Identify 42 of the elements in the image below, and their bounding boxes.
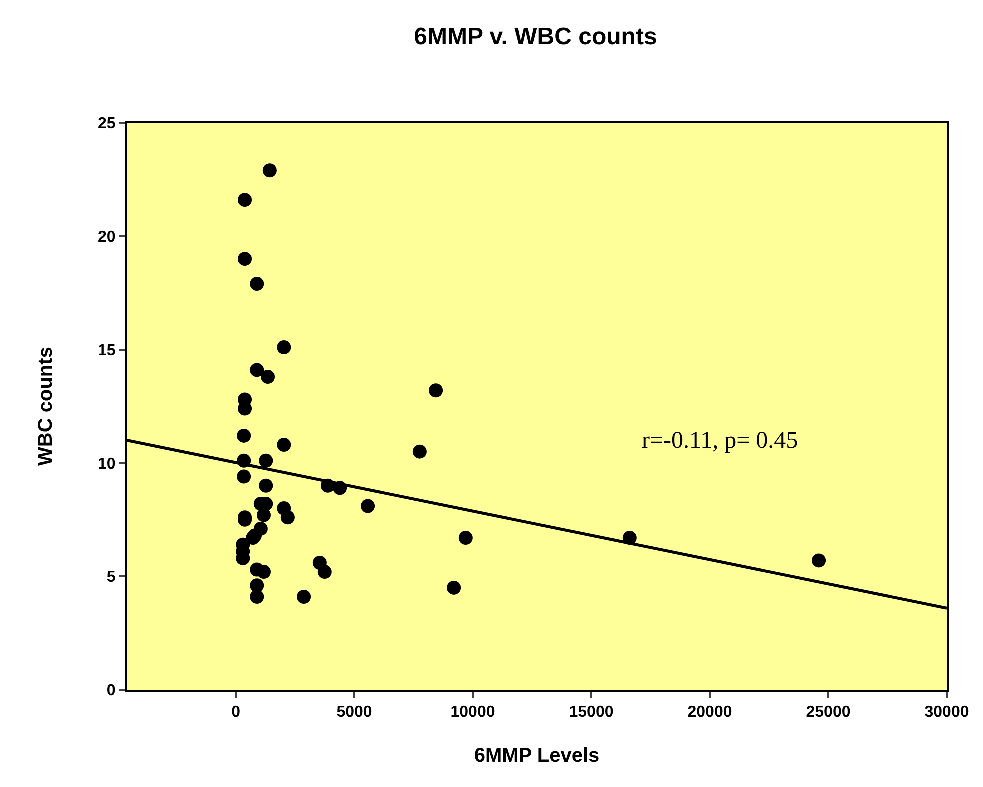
y-tick-label: 10 <box>98 456 116 473</box>
point <box>250 363 264 378</box>
x-axis-title: 6MMP Levels <box>474 745 600 768</box>
point <box>261 370 276 384</box>
annotation: r=-0.11, p= 0.45 <box>642 428 798 454</box>
y-axis-title: WBC counts <box>35 347 58 466</box>
point <box>259 478 274 493</box>
point <box>447 580 462 595</box>
x-tick-label: 15000 <box>569 704 614 722</box>
point <box>237 470 252 484</box>
point <box>277 438 292 452</box>
x-tick-label: 5000 <box>336 704 372 722</box>
chart-title: 6MMP v. WBC counts <box>414 23 658 50</box>
x-tick-label: 30000 <box>924 704 970 722</box>
point <box>429 384 444 398</box>
point <box>237 428 252 443</box>
y-tick-label: 25 <box>98 116 116 133</box>
point <box>256 565 271 580</box>
point <box>812 554 826 568</box>
point <box>361 499 376 514</box>
y-tick-label: 5 <box>106 569 116 586</box>
point <box>412 444 427 459</box>
point <box>238 252 252 266</box>
x-tick-label: 20000 <box>688 704 732 722</box>
y-tick-label: 0 <box>106 682 116 700</box>
x-tick-label: 25000 <box>806 704 851 722</box>
y-tick-label: 20 <box>98 229 116 246</box>
point <box>280 510 295 525</box>
point <box>246 531 260 546</box>
point <box>238 193 252 208</box>
point <box>277 340 292 355</box>
point <box>259 454 274 468</box>
y-tick-label: 15 <box>98 342 116 360</box>
point <box>250 277 264 292</box>
point <box>318 565 332 580</box>
point <box>458 531 473 546</box>
point <box>250 590 264 604</box>
point <box>297 590 312 604</box>
x-tick-label: 0 <box>232 704 241 722</box>
point <box>262 164 277 178</box>
x-tick-label: 10000 <box>450 704 496 722</box>
point <box>250 578 264 593</box>
